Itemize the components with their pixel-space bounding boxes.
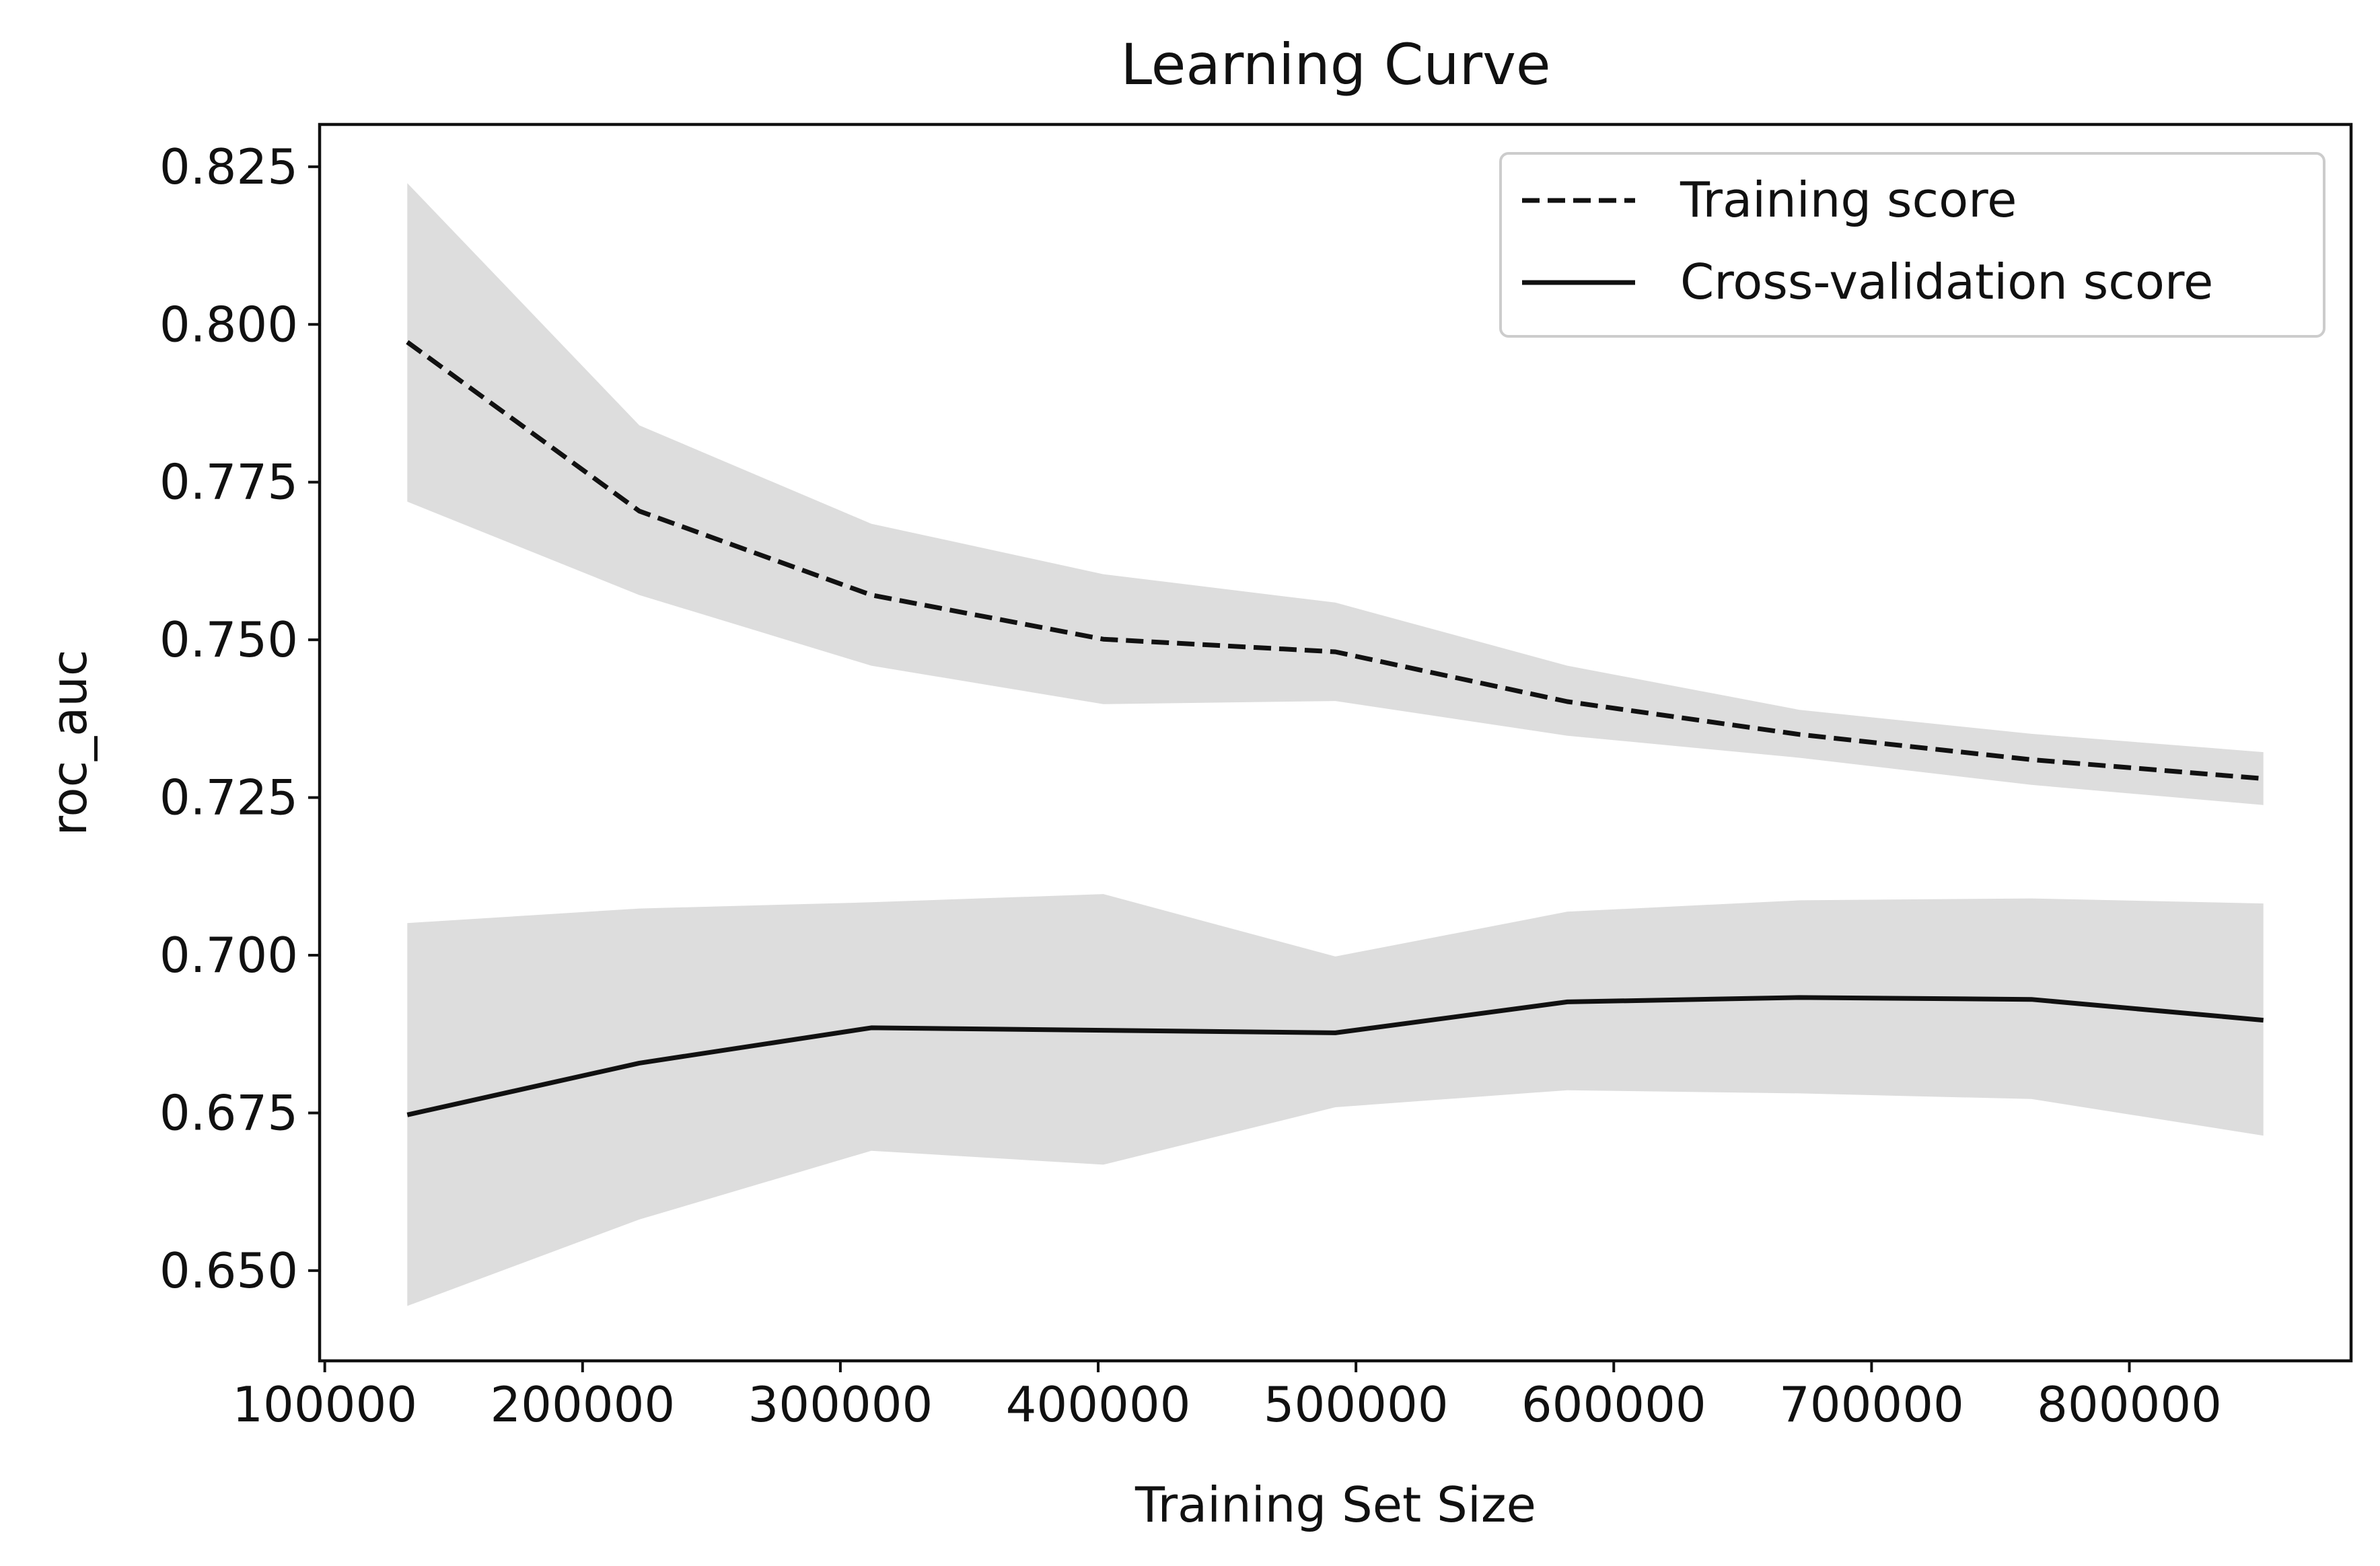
x-axis: 100000 200000 300000 400000 500000 600000 7000… — [232, 1361, 2222, 1433]
y-tick-label: 0.800 — [159, 296, 298, 352]
legend-label-cross-validation-score: Cross-validation score — [1680, 254, 2213, 310]
y-tick-label: 0.675 — [159, 1084, 298, 1141]
y-tick-label: 0.775 — [159, 454, 298, 511]
series-lines — [406, 340, 2264, 1117]
y-axis: 0.650 0.675 0.700 0.725 0.750 0.775 0.800 0.825 — [159, 139, 320, 1299]
training-score-band — [407, 183, 2264, 805]
legend-label-training-score: Training score — [1680, 172, 2017, 228]
y-tick-label: 0.725 — [159, 770, 298, 826]
training-score-line — [406, 340, 2264, 781]
x-tick-label: 100000 — [232, 1376, 417, 1433]
legend-frame — [1499, 152, 2325, 338]
x-tick-label: 300000 — [748, 1376, 933, 1433]
y-tick-label: 0.700 — [159, 927, 298, 983]
x-axis-label: Training Set Size — [1134, 1477, 1536, 1533]
y-tick-label: 0.825 — [159, 139, 298, 195]
y-axis-label: roc_auc — [41, 650, 98, 836]
y-tick-label: 0.650 — [159, 1242, 298, 1299]
cross-validation-score-line — [406, 995, 2264, 1117]
x-tick-label: 700000 — [1779, 1376, 1964, 1433]
plot-frame — [318, 122, 2353, 1363]
legend: Training score Cross-validation score — [1499, 152, 2325, 338]
y-tick-label: 0.750 — [159, 611, 298, 668]
x-tick-label: 400000 — [1006, 1376, 1191, 1433]
x-tick-label: 600000 — [1521, 1376, 1706, 1433]
x-tick-label: 500000 — [1264, 1376, 1449, 1433]
chart-title: Learning Curve — [1120, 32, 1550, 98]
x-tick-label: 800000 — [2037, 1376, 2222, 1433]
x-tick-label: 200000 — [490, 1376, 675, 1433]
